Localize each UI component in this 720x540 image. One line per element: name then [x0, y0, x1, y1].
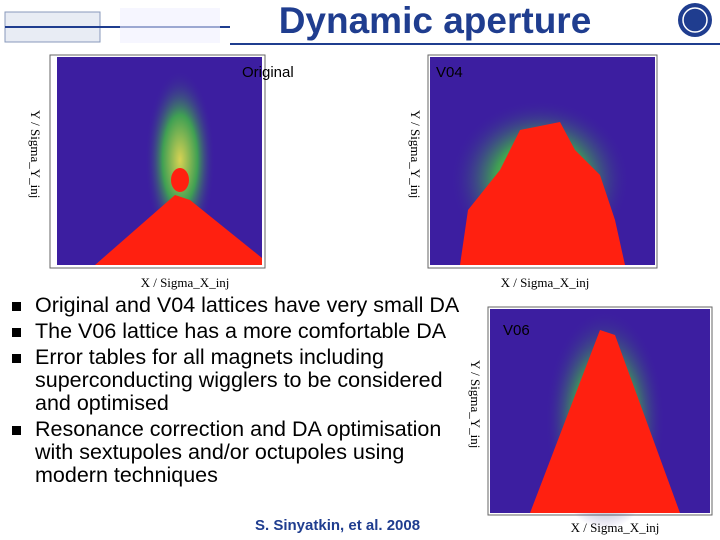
da-plot — [427, 54, 658, 269]
y-axis-label: Y / Sigma_Y_inj — [408, 110, 423, 199]
cern-logo — [678, 3, 712, 37]
y-axis-label: Y / Sigma_Y_inj — [28, 110, 43, 199]
da-plot — [49, 54, 266, 269]
bullet: Original and V04 lattices have very smal… — [12, 294, 462, 317]
da-plot — [487, 306, 713, 530]
bullet: Error tables for all magnets including s… — [12, 346, 462, 415]
plot-label: V04 — [436, 64, 463, 81]
plot-label: V06 — [503, 322, 530, 339]
bullet: The V06 lattice has a more comfortable D… — [12, 320, 462, 343]
bullet: Resonance correction and DA optimisation… — [12, 418, 462, 487]
citation: S. Sinyatkin, et al. 2008 — [255, 517, 421, 534]
slide-title: Dynamic aperture — [278, 0, 592, 41]
y-axis-label: Y / Sigma_Y_inj — [468, 360, 483, 449]
bullet-list: Original and V04 lattices have very smal… — [12, 294, 462, 490]
x-axis-label: X / Sigma_X_inj — [500, 275, 590, 290]
header-logo — [4, 8, 230, 43]
x-axis-label: X / Sigma_X_inj — [570, 520, 660, 535]
x-axis-label: X / Sigma_X_inj — [140, 275, 230, 290]
plot-label: Original — [242, 64, 294, 81]
